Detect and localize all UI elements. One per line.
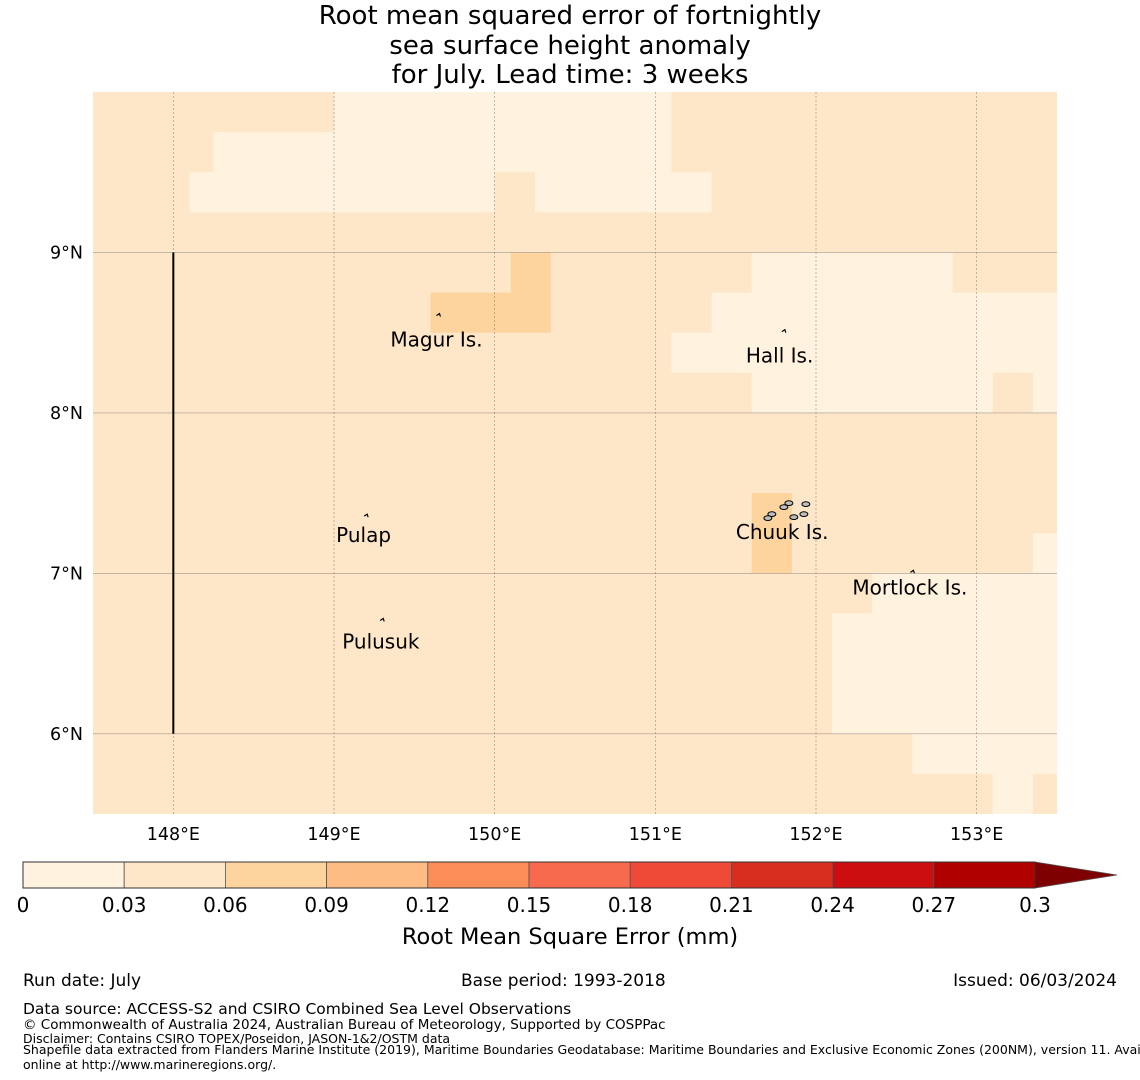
island-label-3: Chuuk Is. xyxy=(736,520,829,544)
shapefile-credit-line-2: online at http://www.marineregions.org/. xyxy=(23,1057,277,1072)
island-mark-2 xyxy=(363,513,369,518)
map-cell-15 xyxy=(510,252,551,293)
map-cell-11 xyxy=(872,573,1057,614)
chuuk-islet-3 xyxy=(789,514,799,521)
colorbar-segment-1 xyxy=(123,861,226,889)
colorbar-segment-5 xyxy=(528,861,631,889)
title-line-1: Root mean squared error of fortnightly xyxy=(318,1,822,31)
issued-date: Issued: 06/03/2024 xyxy=(953,971,1117,991)
island-label-0: Magur Is. xyxy=(390,328,482,352)
disclaimer: Disclaimer: Contains CSIRO TOPEX/Poseido… xyxy=(23,1031,451,1046)
map-cell-7 xyxy=(671,332,1057,373)
map-cell-10 xyxy=(1032,533,1057,574)
map-cell-4 xyxy=(615,92,672,173)
colorbar-tick-label-4: 0.12 xyxy=(406,893,451,917)
map-cell-0 xyxy=(213,132,334,173)
y-tick-label-2: 8°N xyxy=(50,404,83,424)
colorbar-segment-0 xyxy=(22,861,125,889)
colorbar-tick-label-3: 0.09 xyxy=(304,893,349,917)
map-cell-9 xyxy=(1032,372,1057,413)
colorbar-label: Root Mean Square Error (mm) xyxy=(402,924,738,950)
axis-tick-labels: 148°E 149°E 150°E 151°E 152°E 153°E 6°N 7°N 8°N 9… xyxy=(50,243,1003,845)
chuuk-islet-2 xyxy=(763,515,773,522)
x-tick-label-2: 150°E xyxy=(468,825,521,845)
map-cell-1 xyxy=(334,92,616,173)
colorbar-frame xyxy=(22,861,1036,889)
map-cell-2 xyxy=(189,172,495,213)
colorbar-segment-6 xyxy=(629,861,732,889)
x-tick-label-4: 152°E xyxy=(789,825,842,845)
colorbar-tick-label-10: 0.3 xyxy=(1019,893,1051,917)
shapefile-credit-line-1: Shapefile data extracted from Flanders M… xyxy=(23,1042,1140,1057)
x-tick-label-0: 148°E xyxy=(147,825,200,845)
rmse-map-chart: Magur Is. Hall Is. Pulap Chuuk Is. Mortlock … xyxy=(17,92,1118,950)
map-cell-12 xyxy=(832,613,1057,734)
colorbar-tick-label-2: 0.06 xyxy=(203,893,248,917)
colorbar: 0 0.03 0.06 0.09 0.12 0.15 0.18 0.21 0.24 0.27 0.3… xyxy=(17,861,1118,950)
colorbar-tick-label-1: 0.03 xyxy=(102,893,147,917)
colorbar-extend-arrow xyxy=(1034,861,1118,889)
map-cell-5 xyxy=(751,252,953,293)
colorbar-tick-label-9: 0.27 xyxy=(912,893,957,917)
map-island-labels: Magur Is. Hall Is. Pulap Chuuk Is. Mortlock … xyxy=(336,328,967,654)
colorbar-segment-9 xyxy=(933,861,1036,889)
map-cell-14 xyxy=(992,773,1033,814)
chuuk-islet-1 xyxy=(779,504,789,511)
island-label-4: Mortlock Is. xyxy=(852,575,967,599)
data-source: Data source: ACCESS-S2 and CSIRO Combine… xyxy=(23,1000,572,1018)
colorbar-tick-label-8: 0.24 xyxy=(810,893,855,917)
copyright-notice: © Commonwealth of Australia 2024, Austra… xyxy=(23,1017,666,1033)
run-date: Run date: July xyxy=(23,971,142,991)
map-cell-13 xyxy=(912,733,1057,774)
island-label-2: Pulap xyxy=(336,523,391,547)
chuuk-islet-6 xyxy=(784,500,794,507)
island-mark-1 xyxy=(781,328,787,333)
chart-title: Root mean squared error of fortnightly s… xyxy=(0,1,1140,91)
x-tick-label-3: 151°E xyxy=(629,825,682,845)
colorbar-segment-2 xyxy=(224,861,327,889)
x-tick-label-1: 149°E xyxy=(307,825,360,845)
island-label-1: Hall Is. xyxy=(746,344,813,368)
x-tick-label-5: 153°E xyxy=(950,825,1003,845)
colorbar-tick-label-6: 0.18 xyxy=(608,893,653,917)
y-tick-label-0: 6°N xyxy=(50,725,83,745)
map-cell-6 xyxy=(711,292,1057,333)
island-mark-5 xyxy=(379,617,385,622)
chuuk-islet-4 xyxy=(799,511,809,518)
title-line-2: sea surface height anomaly xyxy=(389,30,751,61)
map-cells xyxy=(93,92,1057,814)
colorbar-segment-8 xyxy=(832,861,935,889)
colorbar-tick-label-5: 0.15 xyxy=(507,893,552,917)
colorbar-tick-label-7: 0.21 xyxy=(709,893,754,917)
island-mark-4 xyxy=(910,569,915,574)
colorbar-segment-7 xyxy=(731,861,834,889)
base-period: Base period: 1993-2018 xyxy=(461,971,666,991)
map-cell-3 xyxy=(534,172,712,213)
colorbar-segment-4 xyxy=(427,861,530,889)
island-mark-0 xyxy=(436,312,442,317)
title-line-3: for July. Lead time: 3 weeks xyxy=(391,60,749,90)
colorbar-segment-3 xyxy=(326,861,429,889)
island-label-5: Pulusuk xyxy=(342,629,420,653)
y-tick-label-3: 9°N xyxy=(50,243,83,263)
y-tick-label-1: 7°N xyxy=(50,564,83,584)
colorbar-tick-label-0: 0 xyxy=(17,893,30,917)
map-islands xyxy=(363,312,915,622)
map-cell-16 xyxy=(430,292,551,333)
map-cell-8 xyxy=(751,372,993,413)
chuuk-islet-5 xyxy=(801,501,811,508)
